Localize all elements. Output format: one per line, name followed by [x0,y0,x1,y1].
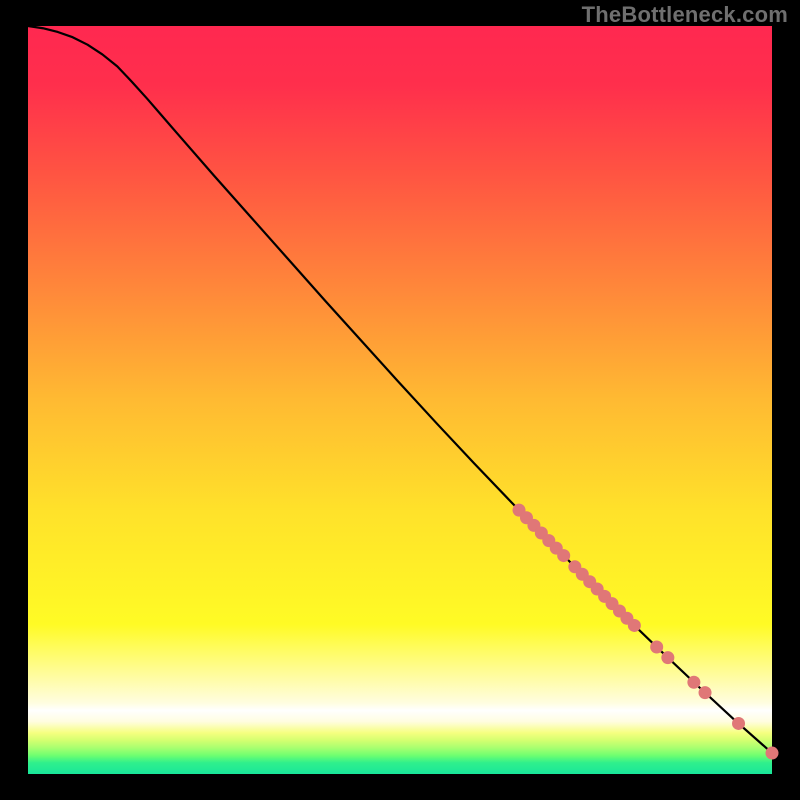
scatter-point [732,717,745,730]
gradient-plot-area [28,26,772,774]
scatter-point [661,651,674,664]
watermark-text: TheBottleneck.com [582,2,788,28]
scatter-point [557,549,570,562]
chart-stage: TheBottleneck.com [0,0,800,800]
chart-svg [0,0,800,800]
scatter-point [699,686,712,699]
scatter-point [687,676,700,689]
scatter-point [650,640,663,653]
scatter-point [766,747,779,760]
scatter-point [628,619,641,632]
